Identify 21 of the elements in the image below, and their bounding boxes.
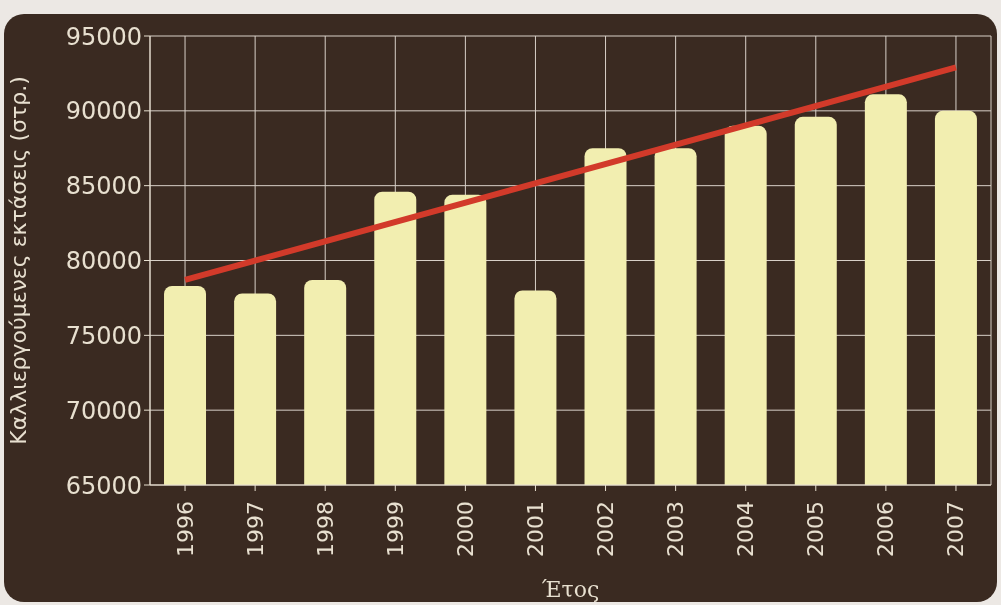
x-tick-label: 1998 [312,501,338,557]
y-tick-label: 85000 [65,172,142,201]
x-tick-label: 2006 [873,501,899,557]
y-tick-label: 65000 [65,471,142,500]
x-tick-label: 2007 [943,501,969,557]
x-tick-label: 2001 [522,501,548,557]
y-tick-label: 70000 [65,396,142,425]
y-tick-label: 75000 [65,321,142,350]
x-tick-label: 2002 [593,501,619,557]
x-tick-label: 2005 [803,501,829,557]
x-tick-label: 1999 [382,501,408,557]
y-tick-label: 95000 [65,22,142,51]
x-tick-label: 2000 [452,501,478,557]
x-tick-label: 2003 [663,501,689,557]
y-tick-label: 90000 [65,97,142,126]
x-tick-label: 1997 [242,501,268,557]
y-axis-title: Καλλιεργούμενες εκτάσεις (στρ.) [5,76,31,445]
y-tick-label: 80000 [65,247,142,276]
x-tick-label: 2004 [733,501,759,557]
x-tick-label: 1996 [172,501,198,557]
x-axis-title: Έτος [541,577,600,602]
